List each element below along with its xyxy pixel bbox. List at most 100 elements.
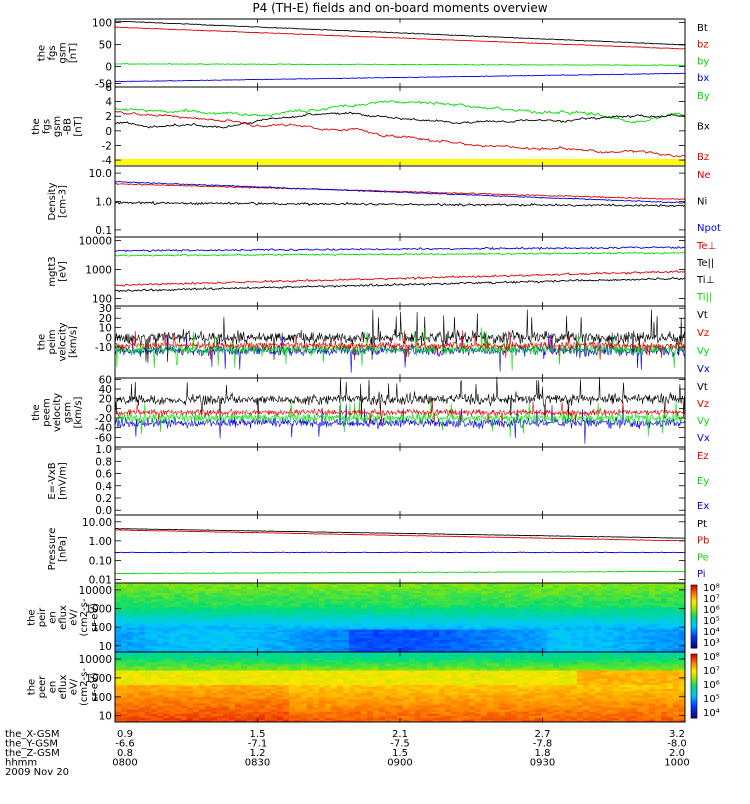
legend-label: Te|| (696, 258, 714, 269)
y-tick-label: 1.0 (95, 444, 112, 456)
legend-label: Vy (697, 346, 710, 357)
y-axis-label: eflux (58, 605, 69, 630)
bt-trace (115, 21, 685, 45)
ion-colorbar (691, 585, 697, 649)
by-trace (115, 64, 685, 66)
colorbar-tick-label: 10⁸ (703, 583, 720, 594)
y-axis-label: eV/ (69, 678, 80, 695)
y-tick-label: 0 (105, 126, 112, 138)
y-axis-label: [nT] (73, 116, 84, 136)
legend-label: Ez (697, 451, 709, 462)
y-axis-label: mgtt3 (47, 256, 58, 286)
y-axis-label: [km/s] (73, 396, 84, 428)
y-axis-label: peim (47, 329, 58, 354)
panel-frame (115, 166, 685, 237)
ti-perp-trace (115, 247, 685, 252)
y-tick-label: 10000 (79, 585, 112, 597)
y-axis-label: [nT] (68, 43, 79, 63)
y-axis-label: -BB (63, 118, 74, 135)
y-tick-label: -10 (95, 342, 112, 354)
legend-label: Bx (697, 122, 710, 133)
y-tick-label: 10000 (79, 235, 112, 247)
legend-label: Pb (697, 536, 709, 547)
trace-layer (115, 21, 685, 574)
vt-trace (115, 310, 685, 364)
x-axis-value: 0900 (387, 758, 412, 769)
bz-trace (115, 27, 685, 49)
y-axis-label: fgs (42, 119, 53, 134)
legend-label: Ex (697, 501, 709, 512)
y-tick-label: 0.6 (95, 469, 112, 481)
legend-label: Bz (697, 152, 709, 163)
y-axis-label: Pressure (47, 528, 58, 571)
y-axis-label: en (48, 611, 59, 624)
y-axis-label: velocity (52, 393, 63, 432)
legend-label: Vt (697, 382, 708, 393)
y-axis-label: [mV/m] (57, 462, 68, 500)
ne-trace (115, 184, 685, 200)
y-axis-label: en (48, 681, 59, 694)
legend-label: Te⊥ (696, 241, 716, 252)
vy-trace (115, 400, 685, 438)
panel-frame (115, 447, 685, 515)
colorbar-tick-label: 10⁸ (703, 652, 720, 663)
y-axis-label: the (27, 609, 38, 625)
x-axis-value: 0930 (530, 758, 555, 769)
y-tick-label: 10 (99, 641, 112, 653)
y-axis-label: [km/s] (68, 326, 79, 358)
y-tick-label: 50 (99, 40, 112, 52)
y-tick-label: -60 (95, 432, 112, 444)
y-axis-label: peem (42, 398, 53, 426)
y-axis-label: [eV] (57, 261, 68, 282)
y-tick-label: -2 (102, 140, 112, 152)
plot-title: P4 (TH-E) fields and on-board moments ov… (252, 1, 547, 15)
panel-frame (115, 515, 685, 583)
bx-trace (115, 73, 685, 82)
y-tick-label: 10.0 (89, 168, 112, 180)
y-axis-label: gsm (63, 402, 74, 423)
x-axis-value: 0830 (245, 758, 270, 769)
y-axis-label: Density (47, 182, 58, 220)
panel-frame (115, 19, 685, 87)
legend-label: Vy (697, 416, 710, 427)
legend-label: Vz (697, 399, 709, 410)
y-axis-label: sr-eV) (90, 603, 101, 632)
y-tick-label: 1.00 (89, 536, 112, 548)
x-axis-value: 1000 (664, 758, 689, 769)
colorbar-tick-label: 10⁶ (703, 680, 720, 691)
y-tick-label: 10 (99, 711, 112, 723)
by-trace (115, 101, 685, 123)
y-axis-label: [nPa] (57, 536, 68, 562)
y-axis-label: fgs (47, 45, 58, 60)
legend-label: Pe (697, 552, 709, 563)
legend-label: Pi (697, 569, 706, 580)
npot-trace (115, 181, 685, 203)
legend-label: Ti|| (696, 292, 712, 303)
x-axis-value: 0800 (112, 758, 137, 769)
y-tick-label: 10000 (79, 654, 112, 666)
y-axis-label: peer (37, 675, 48, 699)
y-axis-label: (cm2-s- (79, 668, 90, 706)
legend-label: Vx (697, 433, 710, 444)
panel-frame (115, 87, 685, 166)
y-tick-label: 0.8 (95, 456, 112, 468)
legend-label: Npot (697, 223, 721, 234)
legend-label: Ey (697, 476, 709, 487)
legend-label: bz (697, 40, 709, 51)
y-axis-label: gsm (57, 42, 68, 63)
electron-colorbar (691, 654, 697, 719)
y-tick-label: 4 (105, 97, 112, 109)
y-tick-label: 0.0 (95, 505, 112, 517)
colorbar-tick-label: 10⁴ (703, 627, 720, 638)
legend-label: Vx (697, 364, 710, 375)
y-axis-label: gsm (52, 116, 63, 137)
y-tick-label: 0.4 (95, 481, 112, 493)
y-axis-label: the (31, 404, 42, 420)
y-axis-label: eflux (58, 675, 69, 700)
pe-trace (115, 571, 685, 574)
y-tick-label: 0.2 (95, 493, 112, 505)
legend-label: By (697, 91, 710, 102)
pi-trace (115, 552, 685, 553)
